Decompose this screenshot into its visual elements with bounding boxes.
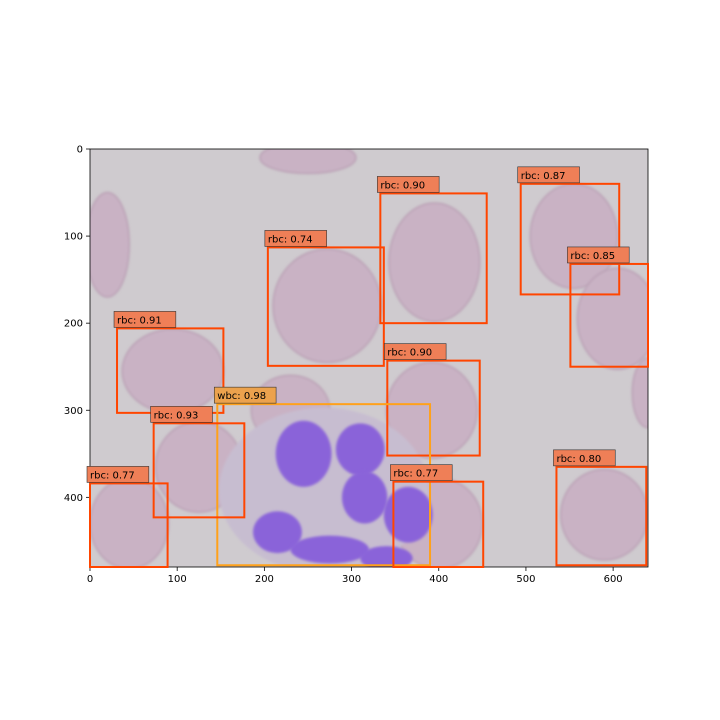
detection-label: wbc: 0.98 [217,391,266,402]
detection-rbc: rbc: 0.80 [553,449,648,567]
x-tick-label: 0 [87,574,93,585]
label-background [567,246,630,264]
y-tick-label: 200 [64,319,83,330]
red-blood-cell-shape [90,477,170,567]
wbc-nucleus-lobe [341,471,388,524]
wbc-nucleus-lobe [275,420,332,487]
detection-label: rbc: 0.77 [393,469,438,480]
red-blood-cell-shape [259,149,357,175]
red-blood-cell-shape [388,202,481,323]
x-tick-label: 600 [604,574,623,585]
detection-rbc: rbc: 0.90 [377,176,488,325]
x-tick-label: 500 [516,574,535,585]
red-blood-cell-shape [121,328,225,414]
label-background [213,386,277,404]
bounding-box [266,246,385,367]
detection-rbc: rbc: 0.93 [150,406,246,519]
label-background [384,343,447,360]
bounding-box [152,422,246,519]
wbc-nucleus-lobe [360,546,413,567]
axes: 0 100 200 300 400 500 600 0 100 200 300 400 [64,145,623,586]
y-tick-label: 100 [64,232,83,243]
detection-label: rbc: 0.74 [268,234,313,245]
label-background [517,166,580,184]
bounding-box [89,482,169,568]
detection-label: rbc: 0.80 [556,454,601,465]
red-blood-cell-shape [560,468,648,561]
x-tick-label: 200 [255,574,274,585]
detection-rbc: rbc: 0.77 [86,466,169,568]
x-tick-label: 400 [429,574,448,585]
label-background [553,449,616,467]
label-background [113,311,177,328]
label-background [150,406,213,423]
label-background [86,466,150,483]
label-background [264,230,327,247]
bounding-box [392,480,485,568]
y-tick-label: 0 [77,145,83,156]
x-tick-label: 100 [168,574,187,585]
detection-rbc: rbc: 0.74 [264,230,385,367]
red-blood-cell-shape [576,267,648,371]
bounding-box [569,262,650,368]
wbc-nucleus-lobe [335,423,385,476]
detection-rbc: rbc: 0.85 [567,246,650,368]
red-blood-cell-shape [90,191,130,298]
detection-label: rbc: 0.87 [521,171,566,182]
detection-label: rbc: 0.91 [117,315,162,326]
detection-wbc: wbc: 0.98 [213,386,432,567]
detection-rbc: rbc: 0.90 [384,343,481,457]
detection-rbc: rbc: 0.77 [390,464,485,568]
label-background [390,464,453,481]
detection-label: rbc: 0.90 [387,348,432,359]
bounding-box [386,359,481,457]
bounding-box [555,465,648,567]
detection-label: rbc: 0.93 [154,410,199,421]
wbc-nucleus-lobe [290,535,369,564]
y-tick-label: 300 [64,406,83,417]
detections: rbc: 0.90 rbc: 0.87 rbc: 0.74 rbc: 0.85 rbc:… [86,166,650,568]
red-blood-cell-shape [272,248,382,364]
bounding-box [379,192,488,325]
red-blood-cell-shape [631,357,648,429]
detection-label: rbc: 0.77 [90,470,135,481]
detection-label: rbc: 0.90 [380,180,425,191]
bounding-box [216,403,432,567]
y-tick-label: 400 [64,493,83,504]
x-tick-label: 300 [342,574,361,585]
wbc-nucleus-lobe [383,486,433,543]
detection-label: rbc: 0.85 [570,251,615,262]
wbc-nucleus-lobe [253,511,302,554]
microscope-image [90,149,648,567]
label-background [377,176,440,193]
